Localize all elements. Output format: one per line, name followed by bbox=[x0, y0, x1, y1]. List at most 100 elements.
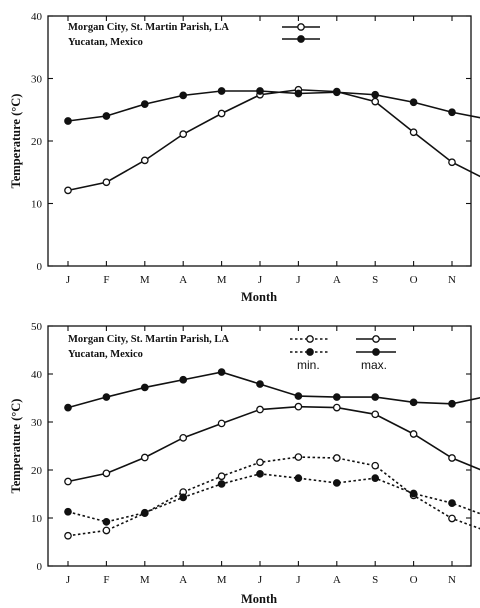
data-point-top-0-10 bbox=[448, 158, 456, 167]
data-point-top-1-2 bbox=[140, 100, 149, 108]
x-tick-label-bottom-0: J bbox=[66, 574, 71, 586]
data-point-bottom-1-2 bbox=[140, 508, 149, 517]
data-point-top-0-2 bbox=[140, 156, 149, 165]
data-point-bottom-0-1 bbox=[102, 526, 111, 535]
x-tick-label-bottom-6: J bbox=[296, 574, 301, 586]
data-point-bottom-1-7 bbox=[332, 479, 341, 487]
series-bottom-1 bbox=[64, 469, 480, 526]
data-point-bottom-0-8 bbox=[371, 461, 380, 470]
y-axis-title-bottom: Temperature (°C) bbox=[9, 399, 23, 494]
data-point-bottom-1-5 bbox=[256, 469, 264, 478]
data-point-bottom-3-6 bbox=[294, 392, 303, 400]
series-bottom-2 bbox=[64, 402, 480, 486]
legend-label-max: max. bbox=[361, 358, 387, 372]
data-point-top-0-1 bbox=[102, 178, 111, 187]
data-point-bottom-1-8 bbox=[371, 474, 380, 483]
x-tick-label-top-2: M bbox=[140, 274, 150, 286]
legend-swatch-yucatan-max bbox=[356, 348, 396, 356]
data-point-bottom-3-1 bbox=[102, 393, 111, 401]
y-tick-label-bottom-3: 30 bbox=[31, 417, 43, 429]
data-point-bottom-3-0 bbox=[64, 403, 72, 412]
series-top-1 bbox=[64, 87, 480, 125]
data-point-bottom-0-10 bbox=[448, 514, 456, 523]
data-point-top-1-0 bbox=[64, 117, 72, 125]
data-point-bottom-1-0 bbox=[64, 507, 72, 516]
series-bottom-0 bbox=[64, 453, 480, 540]
data-point-bottom-0-5 bbox=[256, 458, 264, 467]
x-tick-label-top-6: J bbox=[296, 274, 301, 286]
x-axis-title-top: Month bbox=[241, 290, 277, 304]
legend-label-yucatan: Yucatan, Mexico bbox=[68, 37, 143, 48]
data-point-top-1-1 bbox=[102, 112, 111, 120]
series-bottom-3 bbox=[64, 368, 480, 412]
y-tick-label-top-3: 30 bbox=[31, 74, 43, 86]
legend-swatch-yucatan-min bbox=[290, 348, 330, 356]
y-tick-label-top-0: 0 bbox=[37, 261, 43, 273]
data-point-bottom-2-9 bbox=[409, 430, 418, 438]
data-point-bottom-3-4 bbox=[217, 368, 226, 376]
legend-top: Morgan City, St. Martin Parish, LA Yucat… bbox=[68, 22, 320, 48]
data-point-bottom-3-9 bbox=[409, 398, 418, 407]
x-tick-label-bottom-5: J bbox=[258, 574, 263, 586]
x-tick-label-top-9: O bbox=[410, 274, 418, 286]
data-point-bottom-2-3 bbox=[179, 433, 188, 442]
plot-frame-bottom bbox=[47, 325, 472, 567]
data-point-bottom-1-3 bbox=[179, 493, 188, 502]
data-point-bottom-3-3 bbox=[179, 375, 188, 384]
data-point-top-0-9 bbox=[409, 128, 418, 137]
x-tick-label-top-7: A bbox=[333, 274, 341, 286]
plot-frame-top bbox=[47, 15, 472, 267]
y-tick-label-bottom-1: 10 bbox=[31, 513, 43, 525]
x-tick-label-top-10: N bbox=[448, 274, 456, 286]
data-point-top-0-0 bbox=[64, 186, 72, 195]
x-tick-label-top-4: M bbox=[217, 274, 227, 286]
data-point-top-0-3 bbox=[179, 130, 188, 138]
data-point-top-1-8 bbox=[371, 90, 380, 99]
legend-swatch-morgan-city-min bbox=[290, 335, 330, 343]
y-tick-label-top-2: 20 bbox=[31, 136, 43, 148]
data-point-bottom-0-0 bbox=[64, 531, 72, 540]
data-point-top-1-7 bbox=[332, 88, 341, 97]
data-point-bottom-2-1 bbox=[102, 469, 111, 478]
legend-label-morgan-city: Morgan City, St. Martin Parish, LA bbox=[68, 334, 229, 345]
data-point-top-0-8 bbox=[371, 97, 380, 106]
data-point-top-1-3 bbox=[179, 91, 188, 100]
y-tick-label-bottom-2: 20 bbox=[31, 465, 43, 477]
data-point-bottom-2-4 bbox=[217, 419, 226, 428]
series-line-bottom-2 bbox=[67, 405, 480, 483]
x-tick-label-top-1: F bbox=[103, 274, 109, 286]
legend-label-morgan-city: Morgan City, St. Martin Parish, LA bbox=[68, 22, 229, 33]
data-point-top-1-4 bbox=[217, 87, 226, 95]
chart-top-temperature: 010203040JFMAMJJASOND Morgan City, St. M… bbox=[9, 11, 480, 304]
series-line-top-1 bbox=[67, 90, 480, 122]
x-tick-label-top-5: J bbox=[258, 274, 263, 286]
data-point-bottom-1-10 bbox=[448, 499, 456, 507]
data-point-bottom-2-0 bbox=[64, 477, 72, 486]
data-point-bottom-2-2 bbox=[140, 453, 149, 462]
x-tick-label-top-8: S bbox=[372, 274, 378, 286]
data-point-top-1-10 bbox=[448, 108, 456, 117]
legend-swatch-yucatan bbox=[282, 35, 320, 43]
legend-bottom: Morgan City, St. Martin Parish, LA Yucat… bbox=[68, 334, 396, 372]
data-point-top-0-4 bbox=[217, 109, 226, 118]
data-point-bottom-1-4 bbox=[217, 480, 226, 488]
data-point-top-1-9 bbox=[409, 98, 418, 107]
x-tick-label-bottom-2: M bbox=[140, 574, 150, 586]
y-tick-label-top-1: 10 bbox=[31, 199, 43, 211]
data-point-bottom-3-2 bbox=[140, 383, 149, 392]
data-point-bottom-3-5 bbox=[256, 380, 264, 388]
data-point-bottom-2-7 bbox=[332, 403, 341, 412]
y-tick-label-bottom-0: 0 bbox=[37, 561, 43, 573]
x-tick-label-bottom-8: S bbox=[372, 574, 378, 586]
data-point-bottom-1-9 bbox=[409, 489, 418, 498]
y-axis-title-top: Temperature (°C) bbox=[9, 94, 23, 189]
data-point-bottom-0-4 bbox=[217, 472, 226, 481]
data-point-bottom-3-7 bbox=[332, 393, 341, 401]
series-line-bottom-3 bbox=[67, 371, 480, 409]
data-point-bottom-3-8 bbox=[371, 393, 380, 401]
x-tick-label-bottom-9: O bbox=[410, 574, 418, 586]
data-point-top-1-5 bbox=[256, 87, 264, 95]
data-point-bottom-2-6 bbox=[294, 402, 303, 411]
data-point-bottom-2-5 bbox=[256, 405, 264, 414]
